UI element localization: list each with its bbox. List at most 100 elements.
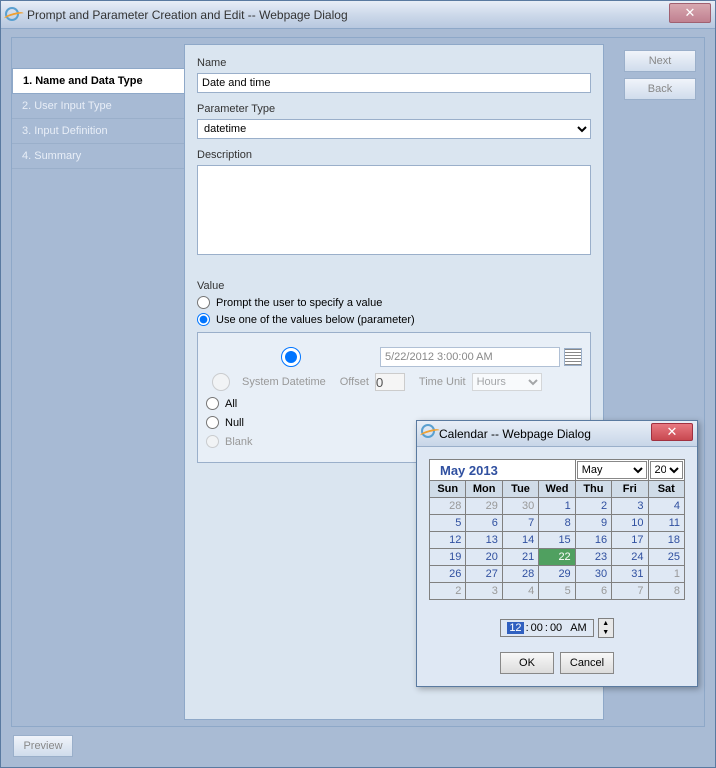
name-input[interactable] <box>197 73 591 93</box>
calendar-day[interactable]: 26 <box>430 566 466 583</box>
calendar-day[interactable]: 29 <box>466 498 502 515</box>
calendar-day[interactable]: 5 <box>430 515 466 532</box>
radio-datevalue[interactable] <box>206 347 376 367</box>
radio-useone-row[interactable]: Use one of the values below (parameter) <box>197 313 591 326</box>
calendar-day[interactable]: 6 <box>575 583 611 600</box>
calendar-day[interactable]: 29 <box>539 566 575 583</box>
calendar-day[interactable]: 6 <box>466 515 502 532</box>
calendar-day[interactable]: 10 <box>612 515 648 532</box>
desc-textarea[interactable] <box>197 165 591 255</box>
calendar-day[interactable]: 23 <box>575 549 611 566</box>
titlebar: Prompt and Parameter Creation and Edit -… <box>1 1 715 29</box>
calendar-day[interactable]: 7 <box>502 515 538 532</box>
calendar-day[interactable]: 27 <box>466 566 502 583</box>
radio-prompt[interactable] <box>197 296 210 309</box>
calendar-day[interactable]: 2 <box>575 498 611 515</box>
step-name-datatype[interactable]: 1. Name and Data Type <box>12 68 184 94</box>
calendar-day[interactable]: 3 <box>612 498 648 515</box>
timeunit-label: Time Unit <box>419 376 466 388</box>
wizard-buttons: Next Back <box>624 50 696 100</box>
close-button[interactable]: ✕ <box>669 3 711 23</box>
inner-radio-all[interactable]: All <box>206 397 582 410</box>
time-sec[interactable]: 00 <box>550 622 562 634</box>
radio-prompt-row[interactable]: Prompt the user to specify a value <box>197 296 591 309</box>
timeunit-select: Hours <box>472 373 542 391</box>
calendar-dow: Fri <box>612 481 648 498</box>
ptype-select[interactable]: datetime <box>197 119 591 139</box>
offset-input <box>375 373 405 391</box>
calendar-day[interactable]: 11 <box>648 515 684 532</box>
ok-button[interactable]: OK <box>500 652 554 674</box>
month-select[interactable]: May <box>577 461 647 479</box>
value-label: Value <box>197 280 591 292</box>
calendar-day[interactable]: 1 <box>648 566 684 583</box>
calendar-day[interactable]: 19 <box>430 549 466 566</box>
ie-icon <box>5 7 21 23</box>
calendar-day[interactable]: 17 <box>612 532 648 549</box>
time-spinner[interactable]: ▲ ▼ <box>598 618 614 638</box>
calendar-dow: Sun <box>430 481 466 498</box>
calendar-day[interactable]: 8 <box>648 583 684 600</box>
preview-button[interactable]: Preview <box>13 735 73 757</box>
time-min[interactable]: 00 <box>531 622 543 634</box>
window-title: Prompt and Parameter Creation and Edit -… <box>27 8 348 22</box>
calendar-month-label: May 2013 <box>432 463 498 478</box>
calendar-close-button[interactable]: ✕ <box>651 423 693 441</box>
calendar-dow: Thu <box>575 481 611 498</box>
calendar-day[interactable]: 5 <box>539 583 575 600</box>
calendar-title: Calendar -- Webpage Dialog <box>439 427 591 441</box>
calendar-day[interactable]: 18 <box>648 532 684 549</box>
calendar-day[interactable]: 15 <box>539 532 575 549</box>
calendar-day[interactable]: 3 <box>466 583 502 600</box>
time-row: 12 : 00 : 00 AM ▲ ▼ <box>429 618 685 638</box>
calendar-day[interactable]: 14 <box>502 532 538 549</box>
time-hour[interactable]: 12 <box>507 622 523 634</box>
calendar-body: May 2013 May 2013 SunMonTueWedThuFriSat … <box>417 447 697 686</box>
radio-useone-label: Use one of the values below (parameter) <box>216 314 415 326</box>
calendar-day[interactable]: 20 <box>466 549 502 566</box>
calendar-day[interactable]: 28 <box>430 498 466 515</box>
calendar-day[interactable]: 25 <box>648 549 684 566</box>
calendar-day[interactable]: 21 <box>502 549 538 566</box>
calendar-day[interactable]: 30 <box>575 566 611 583</box>
radio-all[interactable] <box>206 397 219 410</box>
calendar-day[interactable]: 31 <box>612 566 648 583</box>
back-button[interactable]: Back <box>624 78 696 100</box>
calendar-day[interactable]: 4 <box>648 498 684 515</box>
calendar-day[interactable]: 2 <box>430 583 466 600</box>
calendar-day[interactable]: 13 <box>466 532 502 549</box>
ie-icon <box>421 424 435 443</box>
radio-useone[interactable] <box>197 313 210 326</box>
calendar-day[interactable]: 7 <box>612 583 648 600</box>
calendar-day[interactable]: 28 <box>502 566 538 583</box>
inner-radio-date[interactable] <box>206 347 582 367</box>
calendar-day[interactable]: 22 <box>539 549 575 566</box>
calendar-day[interactable]: 9 <box>575 515 611 532</box>
spinner-down-icon[interactable]: ▼ <box>599 628 613 637</box>
calendar-day[interactable]: 16 <box>575 532 611 549</box>
calendar-day[interactable]: 4 <box>502 583 538 600</box>
time-box[interactable]: 12 : 00 : 00 AM <box>500 619 593 637</box>
next-button[interactable]: Next <box>624 50 696 72</box>
time-ampm[interactable]: AM <box>570 622 587 634</box>
radio-null[interactable] <box>206 416 219 429</box>
wizard-sidebar: 1. Name and Data Type 2. User Input Type… <box>12 38 184 169</box>
inner-radio-sysdt: System Datetime Offset Time Unit Hours <box>206 373 582 391</box>
year-select[interactable]: 2013 <box>650 461 683 479</box>
calendar-day[interactable]: 30 <box>502 498 538 515</box>
calendar-dow: Sat <box>648 481 684 498</box>
spinner-up-icon[interactable]: ▲ <box>599 619 613 628</box>
calendar-dow: Wed <box>539 481 575 498</box>
calendar-titlebar: Calendar -- Webpage Dialog ✕ <box>417 421 697 447</box>
calendar-day[interactable]: 8 <box>539 515 575 532</box>
calendar-day[interactable]: 12 <box>430 532 466 549</box>
calendar-day[interactable]: 1 <box>539 498 575 515</box>
step-input-def[interactable]: 3. Input Definition <box>12 119 184 144</box>
calendar-icon[interactable] <box>564 348 582 366</box>
step-user-input[interactable]: 2. User Input Type <box>12 94 184 119</box>
cancel-button[interactable]: Cancel <box>560 652 614 674</box>
date-input[interactable] <box>380 347 560 367</box>
step-summary[interactable]: 4. Summary <box>12 144 184 169</box>
radio-sysdt <box>206 373 236 391</box>
calendar-day[interactable]: 24 <box>612 549 648 566</box>
